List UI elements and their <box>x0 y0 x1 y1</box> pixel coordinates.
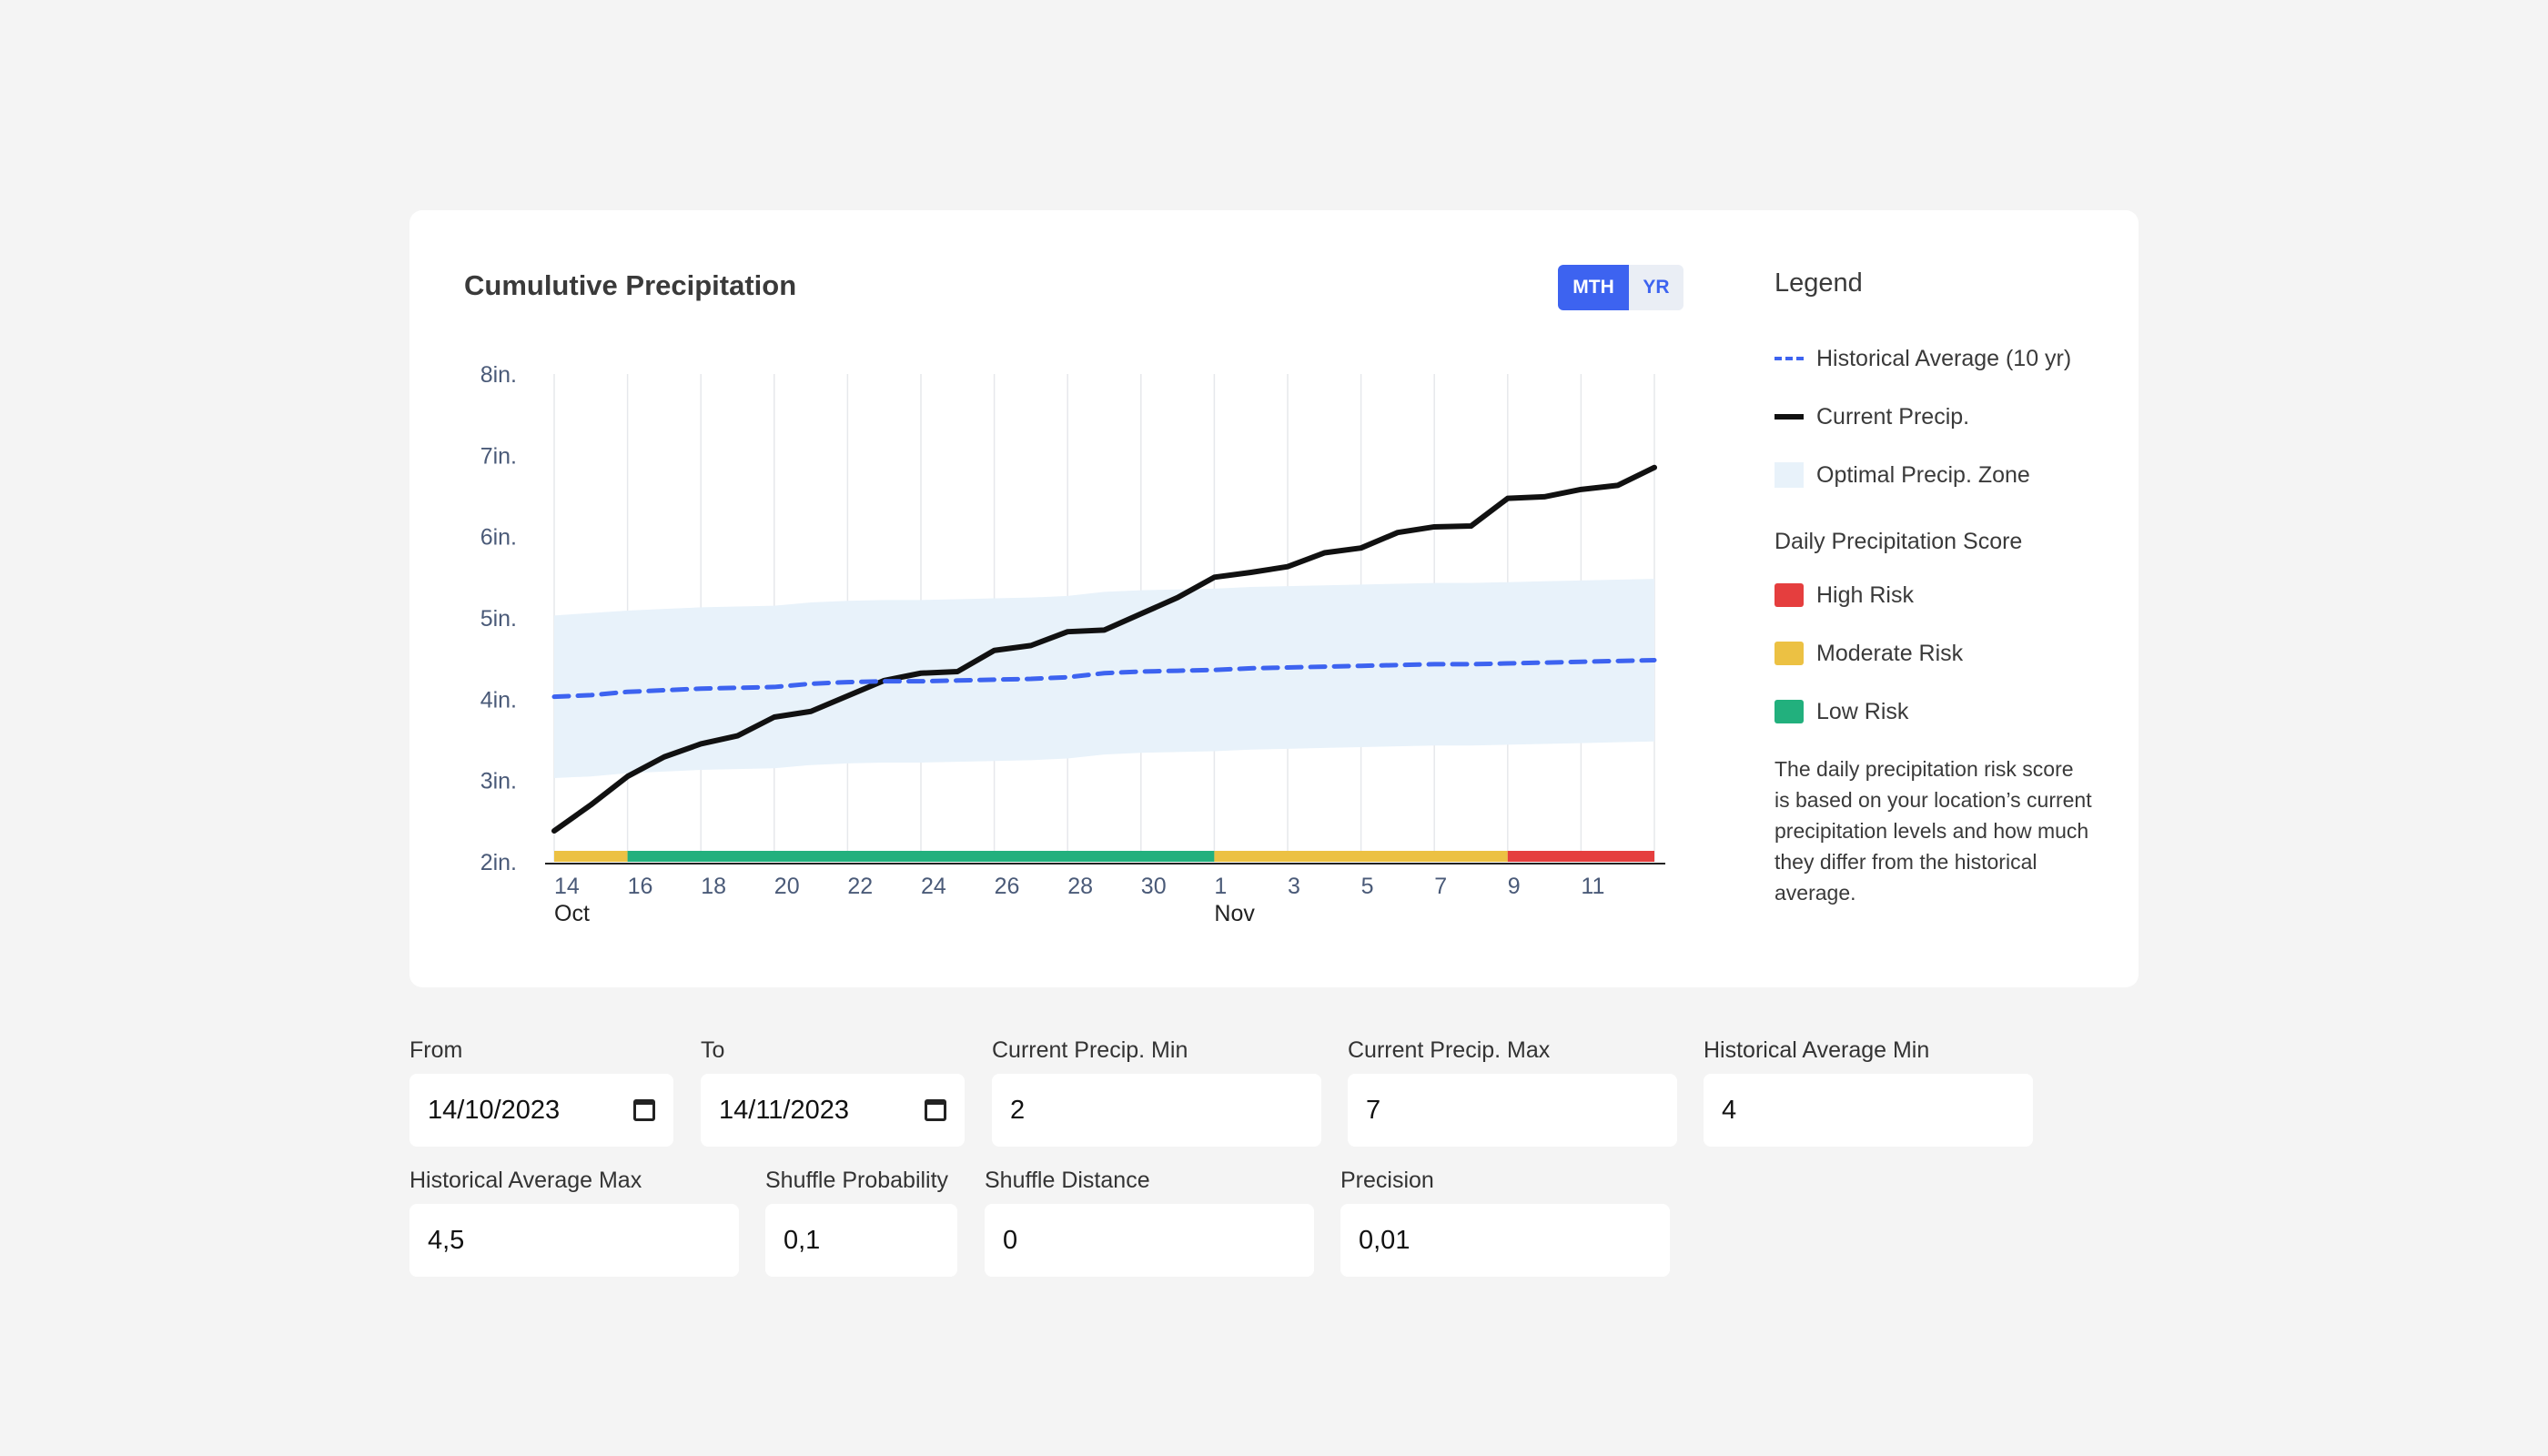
shuffle-probability-value: 0,1 <box>784 1225 821 1255</box>
to-date-input[interactable]: 14/11/2023 <box>701 1074 965 1147</box>
legend-label: Moderate Risk <box>1816 640 1964 666</box>
y-tick-label: 6in. <box>480 525 517 551</box>
x-tick-label: 22 <box>847 874 873 899</box>
score-segment <box>627 851 1215 862</box>
red-square-icon <box>1774 583 1804 607</box>
from-date-field: From 14/10/2023 <box>410 1037 673 1147</box>
x-tick-label: 26 <box>995 874 1020 899</box>
current-precip-max-field: Current Precip. Max 7 <box>1348 1037 1677 1147</box>
to-date-value: 14/11/2023 <box>719 1095 849 1125</box>
legend-item-low-risk: Low Risk <box>1774 682 2102 741</box>
x-tick-label: 7 <box>1434 874 1447 899</box>
shuffle-probability-label: Shuffle Probability <box>765 1168 949 1193</box>
score-segment <box>1507 851 1654 862</box>
x-tick-label: 5 <box>1361 874 1374 899</box>
chart-title: Cumulutive Precipitation <box>464 269 797 301</box>
legend-item-moderate-risk: Moderate Risk <box>1774 624 2102 682</box>
yellow-square-icon <box>1774 642 1804 665</box>
precision-input[interactable]: 0,01 <box>1340 1204 1670 1277</box>
calendar-icon[interactable] <box>925 1099 946 1121</box>
period-toggle: MTH YR <box>1558 265 1684 310</box>
historical-average-min-field: Historical Average Min 4 <box>1704 1037 2033 1147</box>
shuffle-distance-label: Shuffle Distance <box>985 1168 1150 1193</box>
historical-average-max-field: Historical Average Max 4,5 <box>410 1168 739 1277</box>
x-tick-label: 11 <box>1581 874 1604 899</box>
legend: Legend Historical Average (10 yr) Curren… <box>1774 265 2102 908</box>
historical-average-min-input[interactable]: 4 <box>1704 1074 2033 1147</box>
y-tick-label: 5in. <box>480 606 517 632</box>
precision-value: 0,01 <box>1359 1225 1410 1255</box>
legend-description: The daily precipitation risk score is ba… <box>1774 757 2092 905</box>
x-tick-label: 28 <box>1067 874 1093 899</box>
y-tick-label: 2in. <box>480 850 517 875</box>
historical-average-min-value: 4 <box>1722 1095 1737 1125</box>
x-tick-label: 18 <box>701 874 726 899</box>
score-segment <box>1214 851 1508 862</box>
chart-card: Cumulutive Precipitation MTH YR 2in. 3in.… <box>410 210 2138 987</box>
historical-average-min-label: Historical Average Min <box>1704 1037 1930 1063</box>
shuffle-distance-value: 0 <box>1003 1225 1018 1255</box>
precipitation-chart: 2in. 3in. 4in. 5in. 6in. 7in. 8in. 14 16 18 20 22 24… <box>480 362 1665 926</box>
x-tick-label: 20 <box>774 874 800 899</box>
legend-item-current-precip: Current Precip. <box>1774 388 2102 446</box>
calendar-icon[interactable] <box>633 1099 655 1121</box>
from-date-label: From <box>410 1037 463 1063</box>
month-toggle-button[interactable]: MTH <box>1558 265 1629 310</box>
to-date-label: To <box>701 1037 725 1063</box>
from-date-value: 14/10/2023 <box>428 1095 561 1125</box>
precision-field: Precision 0,01 <box>1340 1168 1670 1277</box>
from-date-input[interactable]: 14/10/2023 <box>410 1074 673 1147</box>
score-legend-title: Daily Precipitation Score <box>1774 528 2023 554</box>
historical-average-max-input[interactable]: 4,5 <box>410 1204 739 1277</box>
shuffle-probability-field: Shuffle Probability 0,1 <box>765 1168 957 1277</box>
score-segment <box>554 851 628 862</box>
x-month-label: Oct <box>554 901 590 926</box>
shuffle-distance-input[interactable]: 0 <box>985 1204 1314 1277</box>
x-tick-label: 14 <box>554 874 580 899</box>
green-square-icon <box>1774 700 1804 723</box>
precision-label: Precision <box>1340 1168 1434 1193</box>
historical-average-max-value: 4,5 <box>428 1225 465 1255</box>
current-precip-max-label: Current Precip. Max <box>1348 1037 1551 1063</box>
shuffle-distance-field: Shuffle Distance 0 <box>985 1168 1314 1277</box>
legend-item-optimal-zone: Optimal Precip. Zone <box>1774 446 2102 504</box>
historical-average-line <box>551 657 1657 700</box>
current-precip-max-value: 7 <box>1366 1095 1381 1125</box>
current-precip-line <box>551 464 1657 834</box>
current-precip-min-value: 2 <box>1010 1095 1026 1125</box>
year-toggle-button[interactable]: YR <box>1629 265 1684 310</box>
x-tick-label: 24 <box>921 874 946 899</box>
current-precip-min-field: Current Precip. Min 2 <box>992 1037 1321 1147</box>
optimal-zone-band <box>554 579 1654 778</box>
legend-item-historical-average: Historical Average (10 yr) <box>1774 329 2102 388</box>
legend-label: Historical Average (10 yr) <box>1816 345 2072 371</box>
legend-label: Low Risk <box>1816 698 1909 724</box>
x-tick-label: 30 <box>1141 874 1167 899</box>
solid-line-icon <box>1774 414 1804 420</box>
x-tick-label: 9 <box>1508 874 1521 899</box>
legend-title: Legend <box>1774 268 1863 298</box>
legend-item-high-risk: High Risk <box>1774 566 2102 624</box>
historical-average-max-label: Historical Average Max <box>410 1168 642 1193</box>
y-tick-label: 8in. <box>480 362 517 388</box>
current-precip-max-input[interactable]: 7 <box>1348 1074 1677 1147</box>
dashed-line-icon <box>1774 357 1804 360</box>
legend-label: Optimal Precip. Zone <box>1816 461 2030 488</box>
x-tick-label: 1 <box>1214 874 1227 899</box>
current-precip-min-label: Current Precip. Min <box>992 1037 1188 1063</box>
y-tick-label: 4in. <box>480 687 517 713</box>
to-date-field: To 14/11/2023 <box>701 1037 965 1147</box>
chart-settings-form: From 14/10/2023 To 14/11/2023 Current Pr… <box>410 1037 2138 1310</box>
zone-swatch-icon <box>1774 462 1804 488</box>
x-tick-label: 16 <box>628 874 653 899</box>
y-tick-label: 7in. <box>480 443 517 469</box>
shuffle-probability-input[interactable]: 0,1 <box>765 1204 957 1277</box>
x-month-label: Nov <box>1214 901 1255 926</box>
y-tick-label: 3in. <box>480 769 517 794</box>
legend-label: Current Precip. <box>1816 403 1970 430</box>
legend-label: High Risk <box>1816 581 1914 608</box>
x-tick-label: 3 <box>1288 874 1300 899</box>
current-precip-min-input[interactable]: 2 <box>992 1074 1321 1147</box>
